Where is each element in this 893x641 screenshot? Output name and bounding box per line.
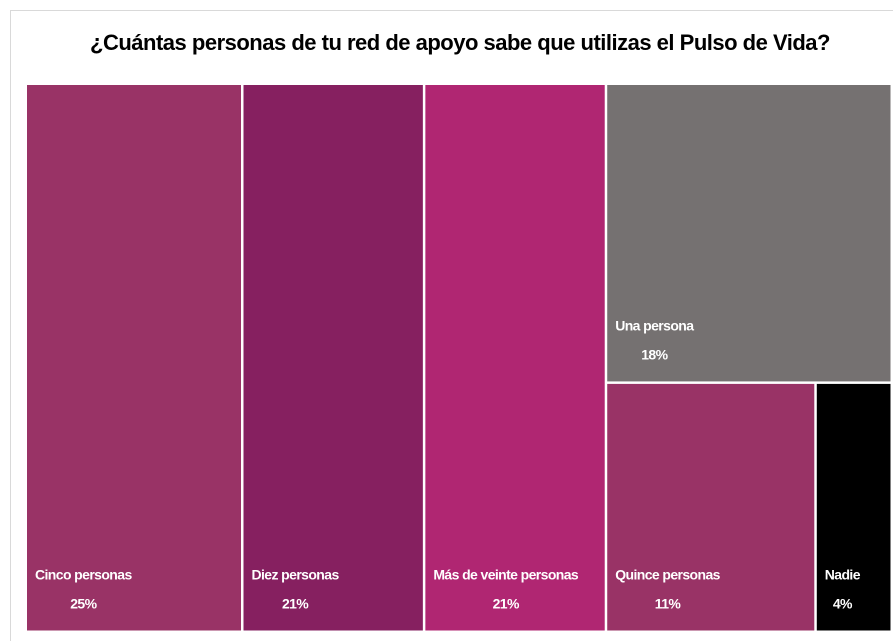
tile-value-label: 18% bbox=[641, 347, 668, 363]
tile-label: Cinco personas bbox=[35, 567, 132, 583]
treemap-tile bbox=[27, 85, 241, 631]
tile-value-label: 21% bbox=[493, 596, 520, 612]
treemap-tile bbox=[607, 383, 815, 631]
treemap-tile bbox=[816, 383, 891, 631]
chart-border bbox=[10, 10, 893, 641]
tile-label: Nadie bbox=[825, 567, 861, 583]
tile-value-label: 21% bbox=[282, 596, 309, 612]
treemap-tile bbox=[607, 85, 891, 382]
tile-label: Más de veinte personas bbox=[433, 567, 579, 583]
tile-label: Quince personas bbox=[615, 567, 720, 583]
tile-value-label: 25% bbox=[70, 596, 97, 612]
tile-value-label: 4% bbox=[833, 596, 853, 612]
tile-value-label: 11% bbox=[655, 596, 682, 612]
chart-title: ¿Cuántas personas de tu red de apoyo sab… bbox=[90, 30, 830, 55]
treemap-tile bbox=[243, 85, 423, 631]
tile-label: Diez personas bbox=[252, 567, 340, 583]
tile-label: Una persona bbox=[615, 318, 694, 334]
treemap-tile bbox=[425, 85, 605, 631]
